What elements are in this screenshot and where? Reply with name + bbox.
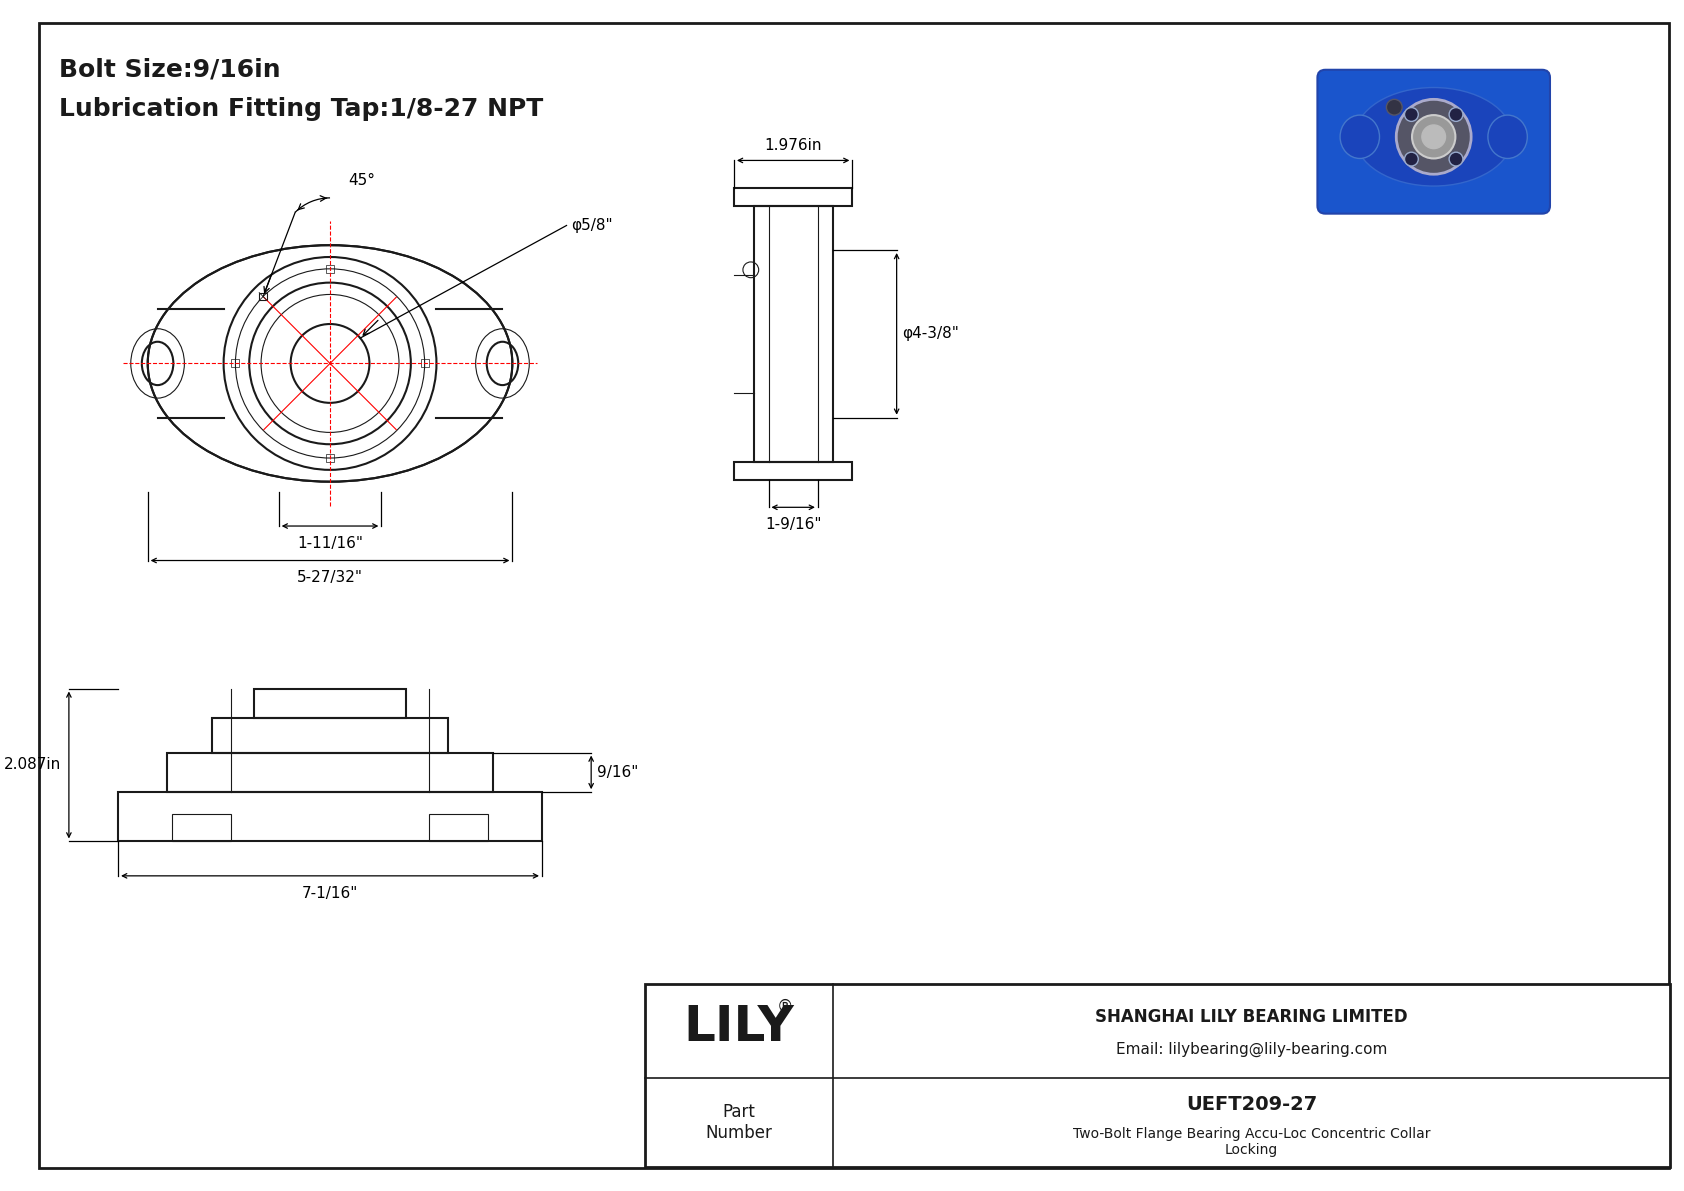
- Circle shape: [1396, 99, 1472, 174]
- Bar: [734, 188, 852, 206]
- Text: φ5/8": φ5/8": [571, 218, 613, 233]
- FancyBboxPatch shape: [1317, 70, 1549, 213]
- Text: Lubrication Fitting Tap:1/8-27 NPT: Lubrication Fitting Tap:1/8-27 NPT: [59, 98, 544, 121]
- Bar: [645, 984, 1671, 1166]
- Circle shape: [1386, 99, 1403, 116]
- Text: 5-27/32": 5-27/32": [296, 570, 364, 585]
- Text: ®: ®: [776, 997, 793, 1016]
- Bar: [327, 264, 333, 273]
- Text: UEFT209-27: UEFT209-27: [1186, 1095, 1317, 1114]
- Ellipse shape: [1489, 116, 1527, 158]
- Circle shape: [1404, 152, 1418, 166]
- Text: 1.976in: 1.976in: [765, 137, 822, 152]
- Circle shape: [1450, 152, 1463, 166]
- Bar: [421, 360, 428, 367]
- Text: Bolt Size:9/16in: Bolt Size:9/16in: [59, 58, 281, 82]
- Ellipse shape: [1356, 87, 1512, 186]
- Text: 7-1/16": 7-1/16": [301, 886, 359, 900]
- Circle shape: [1450, 107, 1463, 121]
- Bar: [428, 813, 488, 841]
- Text: 2.087in: 2.087in: [3, 757, 61, 773]
- Text: Part
Number: Part Number: [706, 1103, 773, 1142]
- Bar: [327, 454, 333, 462]
- Bar: [118, 792, 542, 841]
- Text: φ4-3/8": φ4-3/8": [903, 326, 960, 342]
- Bar: [259, 293, 268, 300]
- Text: Email: lilybearing@lily-bearing.com: Email: lilybearing@lily-bearing.com: [1116, 1042, 1388, 1058]
- Text: 1-9/16": 1-9/16": [765, 517, 822, 532]
- Text: Two-Bolt Flange Bearing Accu-Loc Concentric Collar
Locking: Two-Bolt Flange Bearing Accu-Loc Concent…: [1073, 1127, 1430, 1156]
- Bar: [167, 753, 493, 792]
- Bar: [231, 360, 239, 367]
- Bar: [254, 688, 406, 718]
- Bar: [172, 813, 231, 841]
- Bar: [754, 206, 832, 462]
- Circle shape: [1421, 125, 1445, 149]
- Text: 1-11/16": 1-11/16": [296, 536, 364, 551]
- Bar: [734, 462, 852, 480]
- Text: LILY: LILY: [684, 1003, 795, 1052]
- Ellipse shape: [1340, 116, 1379, 158]
- Text: SHANGHAI LILY BEARING LIMITED: SHANGHAI LILY BEARING LIMITED: [1095, 1008, 1408, 1025]
- Circle shape: [1404, 107, 1418, 121]
- Circle shape: [1411, 116, 1455, 158]
- Text: 45°: 45°: [349, 173, 376, 188]
- Text: 9/16": 9/16": [598, 765, 638, 780]
- Bar: [212, 718, 448, 753]
